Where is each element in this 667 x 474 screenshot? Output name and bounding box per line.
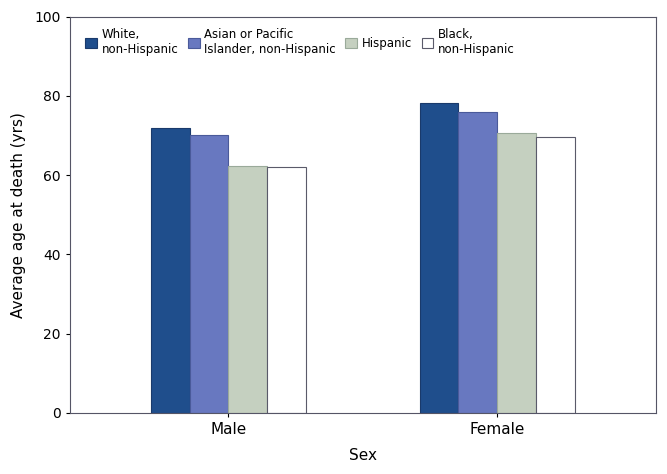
- Bar: [458, 112, 497, 413]
- Bar: [151, 128, 189, 413]
- Bar: [229, 166, 267, 413]
- Bar: [267, 167, 306, 413]
- Y-axis label: Average age at death (yrs): Average age at death (yrs): [11, 112, 26, 318]
- Bar: [497, 133, 536, 413]
- Bar: [536, 137, 575, 413]
- X-axis label: Sex: Sex: [349, 448, 377, 463]
- Legend: White,
non-Hispanic, Asian or Pacific
Islander, non-Hispanic, Hispanic, Black,
n: White, non-Hispanic, Asian or Pacific Is…: [81, 25, 518, 60]
- Bar: [420, 103, 458, 413]
- Bar: [189, 136, 229, 413]
